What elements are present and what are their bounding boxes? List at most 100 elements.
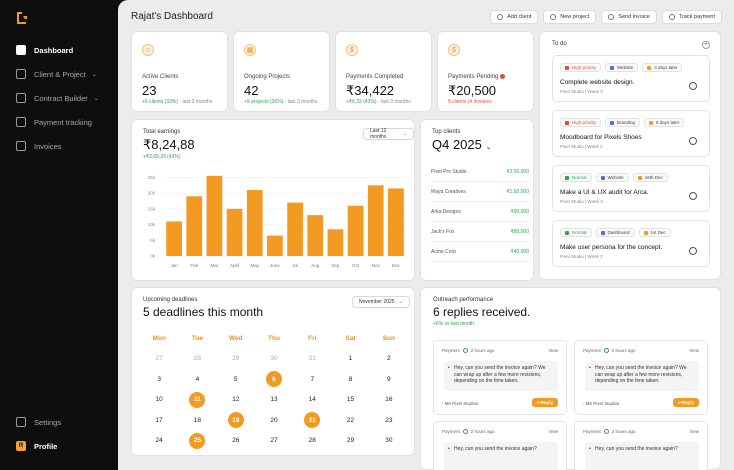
view-link[interactable]: View	[689, 429, 699, 434]
calendar-day[interactable]: 13	[270, 396, 278, 404]
calendar-day[interactable]: 24	[155, 437, 163, 445]
list-item[interactable]: Acme Corp ₹40,000	[431, 242, 529, 262]
sidebar-item-settings[interactable]: Settings	[10, 410, 110, 434]
sidebar-item-client-project[interactable]: Client & Project ⌄	[10, 62, 110, 86]
sidebar-item-payment-tracking[interactable]: Payment tracking	[10, 110, 110, 134]
bar-june[interactable]	[267, 235, 283, 256]
chevron-down-icon[interactable]: ⌄	[91, 71, 97, 78]
calendar-day[interactable]: 5	[233, 375, 238, 383]
chevron-down-icon[interactable]: ⌄	[93, 95, 99, 102]
bar-mar[interactable]	[206, 175, 223, 256]
calendar-day[interactable]: 22	[346, 416, 355, 424]
list-item[interactable]: Maya Creatives ₹1,50,000	[431, 182, 529, 202]
message-card[interactable]: Payment 2 hours ago View Hey, can you sen…	[574, 421, 708, 470]
calendar-day[interactable]: 17	[155, 416, 163, 424]
view-link[interactable]: View	[548, 429, 558, 434]
message-card[interactable]: Payment 2 hours ago View Hey, can you sen…	[433, 340, 567, 415]
sidebar-item-invoices[interactable]: Invoices	[10, 134, 110, 158]
app-logo-icon[interactable]	[14, 10, 30, 26]
x-tick-label: June	[270, 263, 280, 268]
todo-checkbox[interactable]	[689, 247, 697, 255]
client-amount: ₹2,50,000	[506, 168, 529, 175]
calendar-day-deadline[interactable]: 6	[255, 369, 293, 389]
sidebar-item-dashboard[interactable]: Dashboard	[10, 38, 110, 62]
view-link[interactable]: View	[689, 348, 699, 353]
bar-may[interactable]	[246, 190, 263, 256]
calendar-day[interactable]: 16	[385, 396, 393, 404]
client-amount: ₹80,000	[510, 228, 529, 235]
calendar-day[interactable]: 29	[232, 355, 240, 363]
calendar-day[interactable]: 2	[387, 355, 391, 363]
list-item[interactable]: Arka Designs ₹90,000	[431, 202, 529, 222]
add-client-button[interactable]: Add client	[490, 10, 539, 24]
todo-checkbox[interactable]	[689, 192, 697, 200]
calendar-day[interactable]: 26	[232, 437, 240, 445]
todo-item[interactable]: High priority Website 3 days later Compl…	[552, 55, 710, 102]
track-payment-button[interactable]: Track payment	[661, 10, 722, 24]
calendar-day[interactable]: 4	[195, 375, 200, 383]
calendar-day[interactable]: 27	[270, 437, 278, 445]
bar-jul[interactable]	[287, 202, 303, 256]
message-card[interactable]: Payment 2 hours ago View Hey, can you sen…	[433, 421, 567, 470]
bar-feb[interactable]	[186, 196, 203, 256]
calendar-day[interactable]: 31	[308, 355, 316, 363]
bar-aug[interactable]	[307, 215, 324, 256]
calendar-day[interactable]: 14	[308, 396, 316, 404]
calendar-day[interactable]: 30	[270, 355, 278, 363]
add-todo-icon[interactable]: +	[702, 41, 710, 49]
calendar-day-deadline[interactable]: 11	[178, 390, 216, 410]
calendar-day-deadline[interactable]: 19	[217, 410, 255, 430]
calendar-day[interactable]: 18	[193, 416, 202, 424]
todo-item[interactable]: Normal Dashboard 1st Dec Make user perso…	[552, 220, 710, 267]
calendar-day-deadline[interactable]: 21	[293, 410, 331, 430]
calendar-day[interactable]: 12	[232, 396, 240, 404]
calendar-day[interactable]: 28	[193, 355, 202, 363]
bar-sep[interactable]	[327, 229, 344, 256]
reply-button[interactable]: ↩ Reply	[531, 398, 558, 407]
view-link[interactable]: View	[548, 348, 558, 353]
calendar-day[interactable]: 29	[346, 437, 355, 445]
top-clients-period-select[interactable]: Q4 2025 ⌄	[432, 137, 491, 152]
stat-label: Ongoing Projects	[244, 74, 291, 80]
tag-label: 1st Dec	[650, 230, 666, 235]
bar-dec[interactable]	[388, 188, 404, 256]
category-tag: Dashboard	[595, 228, 635, 237]
calendar-day[interactable]: 3	[157, 375, 161, 383]
calendar-day[interactable]: 10	[155, 396, 163, 404]
calendar-day[interactable]: 8	[348, 375, 353, 383]
message-card[interactable]: Payment 2 hours ago View Hey, can you sen…	[574, 340, 708, 415]
calendar-day[interactable]: 15	[346, 396, 355, 404]
calendar-day[interactable]: 27	[155, 355, 163, 363]
list-item[interactable]: Pixel Pro Studio ₹2,50,000	[431, 162, 529, 182]
bar-oct[interactable]	[347, 205, 364, 256]
bar-jan[interactable]	[166, 221, 182, 256]
todo-checkbox[interactable]	[689, 137, 697, 145]
folder-icon: ▦	[244, 44, 256, 56]
calendar-day[interactable]: 9	[387, 375, 391, 383]
todo-item[interactable]: High priority Branding 8 days later Mood…	[552, 110, 710, 157]
month-select[interactable]: November 2025 ⌄	[352, 296, 410, 308]
calendar-day[interactable]: 1	[348, 355, 353, 363]
send-invoice-button[interactable]: Send invoice	[601, 10, 657, 24]
calendar-day[interactable]: 7	[310, 375, 315, 383]
calendar-day[interactable]: 20	[270, 416, 278, 424]
sidebar-item-profile[interactable]: R Profile	[10, 434, 110, 458]
bar-april[interactable]	[226, 208, 243, 256]
earnings-range-select[interactable]: Last 12 months ⌄	[363, 128, 414, 140]
sidebar-item-contract-builder[interactable]: Contract Builder ⌄	[10, 86, 110, 110]
list-item[interactable]: Jack's Fox ₹80,000	[431, 222, 529, 242]
bar-nov[interactable]	[367, 185, 384, 256]
y-tick-label: 0k	[150, 254, 156, 259]
new-project-button[interactable]: New project	[543, 10, 597, 24]
stat-sub: +₹6.33 (43%) · last 3 months	[346, 99, 411, 105]
todo-item[interactable]: Normal Website 16th Dec Make a UI & UX a…	[552, 165, 710, 212]
category-tag: Branding	[605, 118, 641, 127]
calendar-day[interactable]: 23	[385, 416, 393, 424]
todo-checkbox[interactable]	[689, 82, 697, 90]
deadline-marker: 19	[227, 412, 244, 429]
calendar-day[interactable]: 30	[385, 437, 393, 445]
info-icon	[462, 348, 468, 353]
calendar-day-deadline[interactable]: 25	[178, 431, 216, 451]
calendar-day[interactable]: 28	[308, 437, 316, 445]
reply-button[interactable]: ↩ Reply	[672, 398, 699, 407]
